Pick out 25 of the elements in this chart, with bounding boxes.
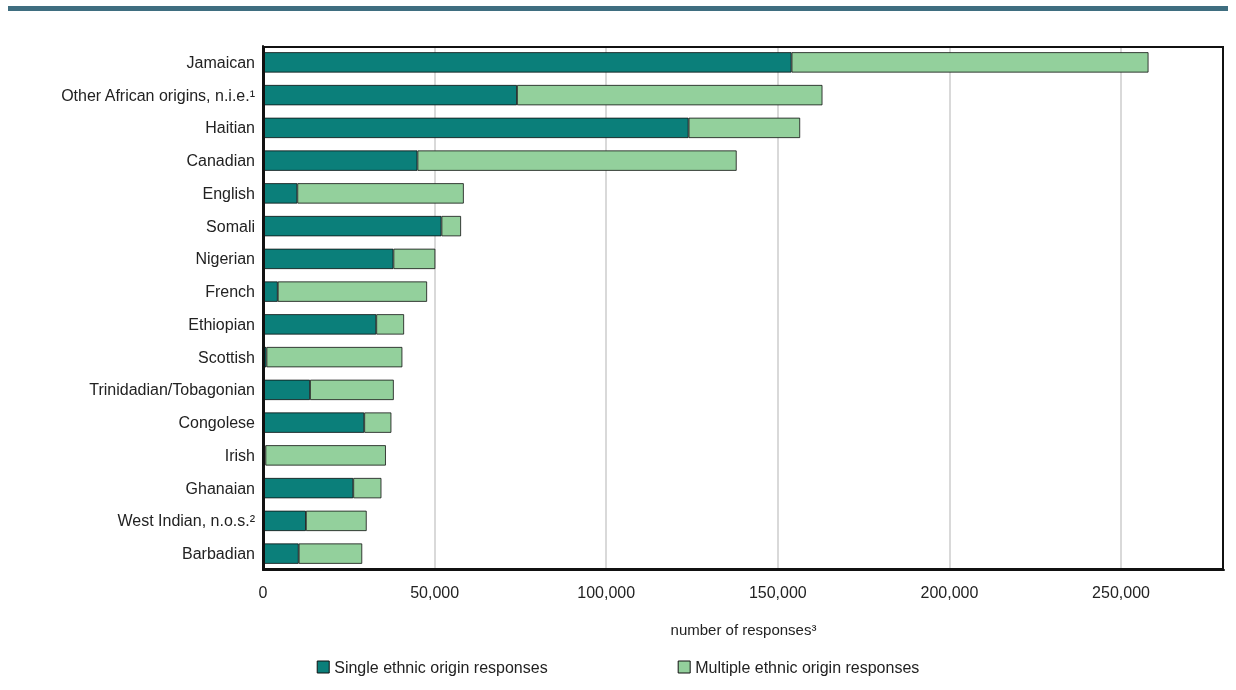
y-tick-label: Jamaican	[186, 53, 255, 71]
x-tick-label: 50,000	[410, 583, 460, 601]
y-tick-label: Haitian	[205, 119, 255, 137]
y-tick-label: Somali	[206, 217, 255, 235]
y-tick-label: Congolese	[178, 414, 256, 432]
y-tick-label: Ghanaian	[185, 479, 255, 497]
y-tick-label: Nigerian	[195, 250, 255, 268]
legend-label: Single ethnic origin responses	[334, 658, 548, 676]
x-tick-label: 250,000	[1092, 583, 1151, 601]
x-axis-title: number of responses³	[670, 621, 817, 638]
x-tick-label: 200,000	[920, 583, 979, 601]
y-tick-label: Scottish	[198, 348, 255, 366]
y-tick-label: Ethiopian	[188, 315, 255, 333]
y-tick-label: Canadian	[186, 152, 255, 170]
y-tick-label: French	[205, 283, 255, 301]
x-tick-label: 100,000	[577, 583, 636, 601]
y-tick-label: Irish	[224, 446, 255, 464]
y-tick-label: Barbadian	[182, 545, 255, 563]
y-tick-label: English	[202, 184, 255, 202]
x-tick-label: 150,000	[748, 583, 807, 601]
legend-label: Multiple ethnic origin responses	[695, 658, 920, 676]
y-tick-label: Other African origins, n.i.e.¹	[61, 86, 255, 104]
y-tick-label: West Indian, n.o.s.²	[117, 512, 256, 530]
y-tick-label: Trinidadian/Tobagonian	[89, 381, 255, 399]
x-tick-label: 0	[258, 583, 268, 601]
